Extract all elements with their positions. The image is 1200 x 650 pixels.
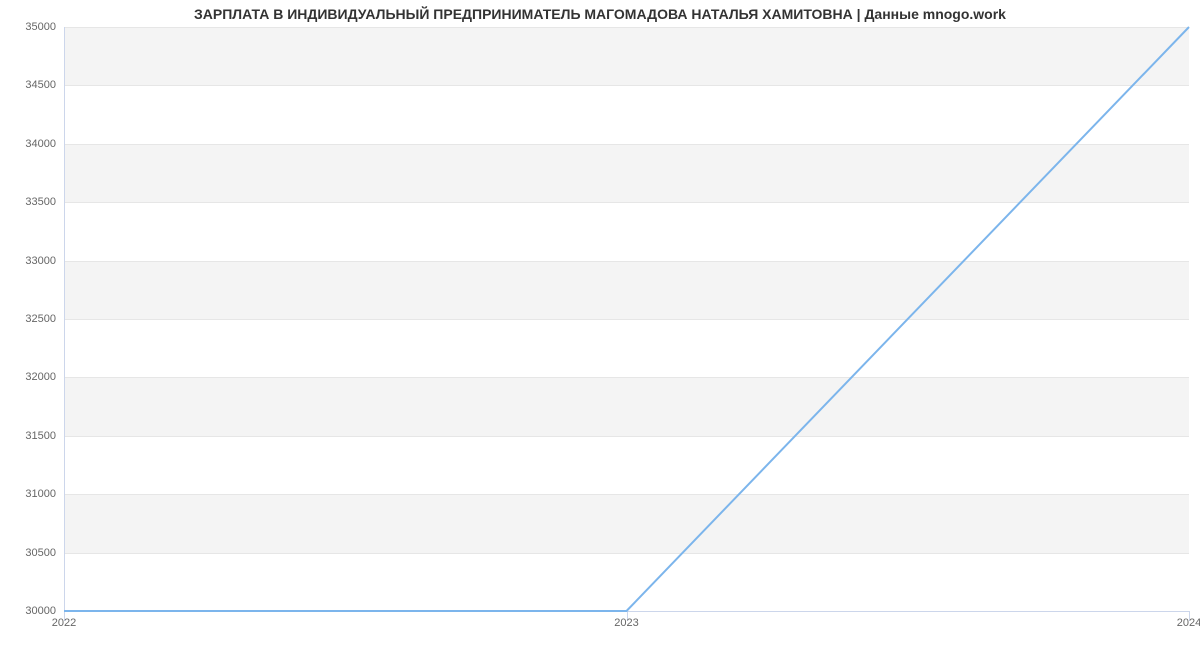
series-line-salary <box>64 27 1189 611</box>
y-tick-label: 31500 <box>25 430 64 442</box>
y-tick-label: 34000 <box>25 138 64 150</box>
x-tick-label: 2023 <box>614 611 638 629</box>
y-tick-label: 30500 <box>25 547 64 559</box>
series-layer <box>64 27 1189 611</box>
chart-title: ЗАРПЛАТА В ИНДИВИДУАЛЬНЫЙ ПРЕДПРИНИМАТЕЛ… <box>0 6 1200 22</box>
y-tick-label: 32000 <box>25 371 64 383</box>
plot-area: 3000030500310003150032000325003300033500… <box>64 27 1189 611</box>
y-tick-label: 31000 <box>25 488 64 500</box>
salary-line-chart: ЗАРПЛАТА В ИНДИВИДУАЛЬНЫЙ ПРЕДПРИНИМАТЕЛ… <box>0 0 1200 650</box>
y-tick-label: 34500 <box>25 79 64 91</box>
x-tick-label: 2024 <box>1177 611 1200 629</box>
y-tick-label: 33000 <box>25 255 64 267</box>
y-tick-label: 32500 <box>25 313 64 325</box>
y-tick-label: 33500 <box>25 196 64 208</box>
y-tick-label: 35000 <box>25 21 64 33</box>
x-tick-label: 2022 <box>52 611 76 629</box>
